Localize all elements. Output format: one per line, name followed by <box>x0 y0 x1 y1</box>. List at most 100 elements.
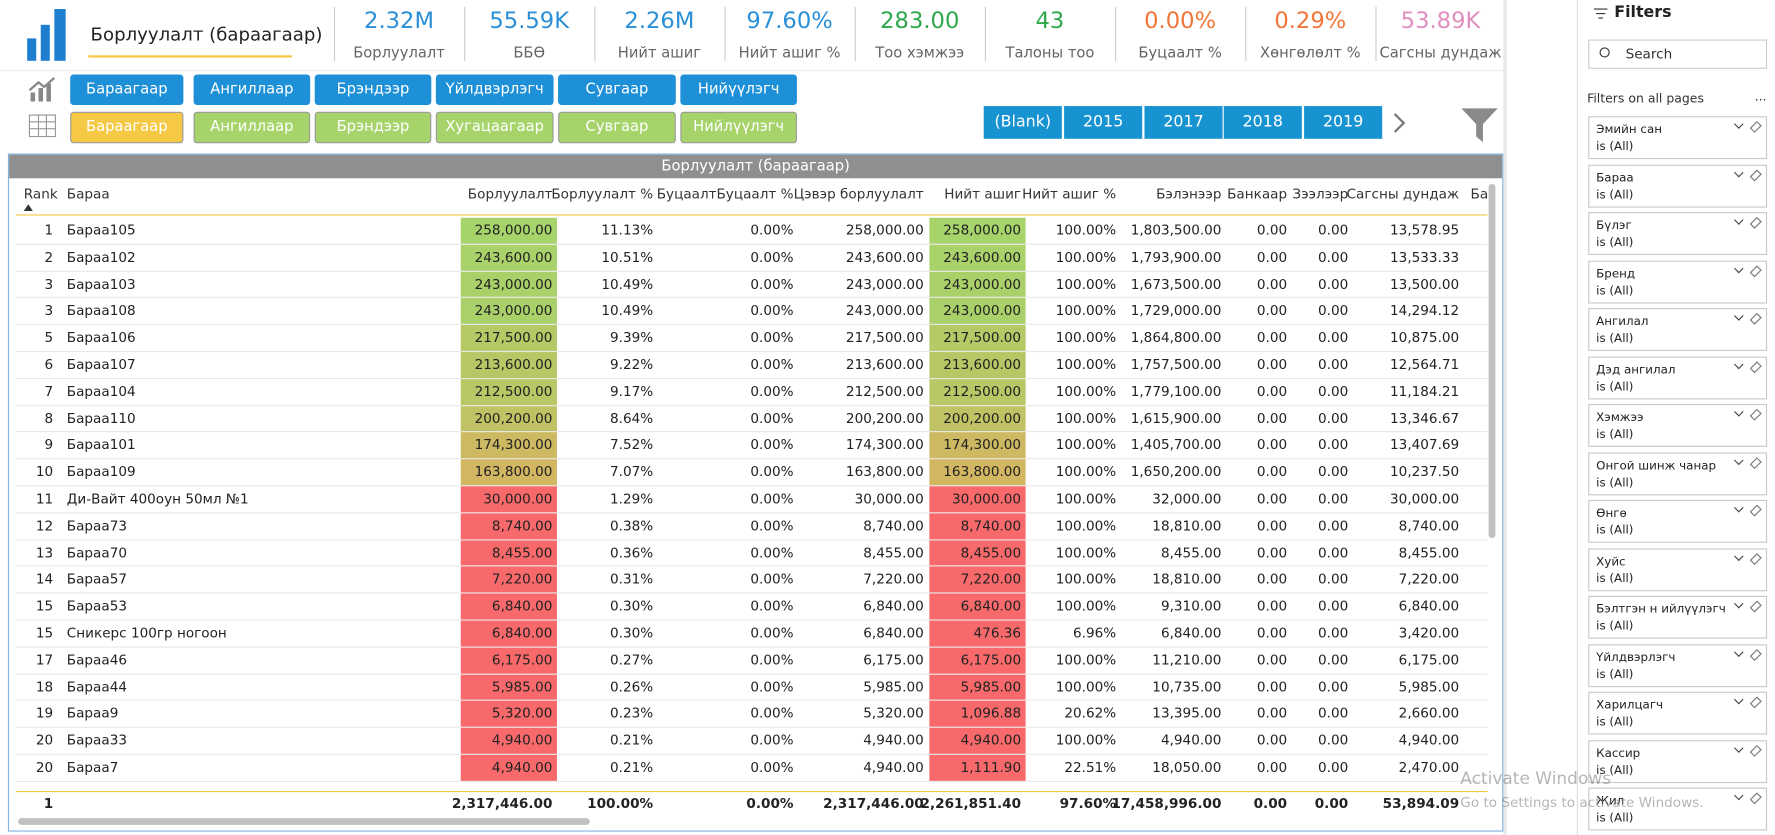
chart-icon[interactable] <box>28 77 57 104</box>
chevron[interactable] <box>1733 119 1744 129</box>
filter-state: is (All) <box>1596 235 1634 250</box>
filter-card[interactable]: Кассир is (All) <box>1588 739 1768 783</box>
v-scrollbar[interactable] <box>1488 183 1496 539</box>
nav-button[interactable]: Үйлдвэрлэгч <box>435 74 554 105</box>
table-cell: 0.21% <box>610 732 654 749</box>
column-header[interactable]: Борлуулалт % <box>551 186 654 202</box>
table-icon[interactable] <box>28 114 57 139</box>
table-cell: 0.00 <box>1317 759 1349 776</box>
cell-highlight <box>929 217 1026 244</box>
nav-button[interactable]: Хугацаагаар <box>435 111 554 144</box>
filter-card[interactable]: Үйлдвэрлэгч is (All) <box>1588 643 1768 687</box>
more-button[interactable]: ... <box>1754 89 1767 104</box>
chevron[interactable] <box>1733 742 1744 753</box>
chevron[interactable] <box>1733 502 1744 513</box>
nav-button[interactable]: Нийүүлэгч <box>680 74 797 105</box>
next-arrow[interactable] <box>1390 111 1408 136</box>
clear-icon[interactable] <box>1749 696 1762 709</box>
chevron[interactable] <box>1733 407 1744 417</box>
clear-icon[interactable] <box>1749 216 1762 229</box>
table-cell: 0.00% <box>750 410 794 427</box>
filter-card[interactable]: Эмийн сан is (All) <box>1588 116 1768 160</box>
kpi-label: Нийт ашиг <box>617 45 702 63</box>
column-header[interactable]: Буцаалт % <box>716 186 794 202</box>
year-button[interactable]: 2015 <box>1064 106 1143 139</box>
filter-icon[interactable] <box>1460 106 1498 144</box>
nav-button[interactable]: Брэндээр <box>314 74 432 105</box>
nav-button[interactable]: Сувгаар <box>558 111 676 144</box>
nav-button[interactable]: Бараагаар <box>70 74 184 105</box>
clear-icon[interactable] <box>1749 168 1762 181</box>
h-scrollbar[interactable] <box>18 818 590 825</box>
nav-button[interactable]: Сувгаар <box>558 74 676 105</box>
clear-icon[interactable] <box>1749 792 1762 805</box>
column-header[interactable]: Цэвэр борлуулалт <box>793 186 924 202</box>
clear-icon[interactable] <box>1749 312 1762 325</box>
filter-card[interactable]: Бараа is (All) <box>1588 164 1768 208</box>
filter-card[interactable]: Бүлэг is (All) <box>1588 212 1768 256</box>
chevron[interactable] <box>1733 455 1744 465</box>
filter-card[interactable]: Бренд is (All) <box>1588 260 1768 303</box>
nav-button[interactable]: Брэндээр <box>314 111 432 144</box>
nav-button[interactable]: Ангиллаар <box>193 111 311 144</box>
kpi-label: Талоны тоо <box>1005 45 1095 63</box>
clear-icon[interactable] <box>1749 744 1762 757</box>
chevron[interactable] <box>1733 646 1744 657</box>
column-header[interactable]: Сагсны дундаж <box>1346 186 1460 202</box>
filter-card[interactable]: Хэмжээ is (All) <box>1588 403 1768 447</box>
filter-card[interactable]: Өнгө is (All) <box>1588 499 1768 543</box>
filter-card[interactable]: Онгой шинж чанар is (All) <box>1588 451 1768 495</box>
row-line <box>15 726 1488 729</box>
clear-icon[interactable] <box>1749 600 1762 613</box>
clear-icon[interactable] <box>1749 360 1762 373</box>
table-cell: Бараа110 <box>66 410 136 427</box>
cell-highlight <box>460 459 557 486</box>
chevron[interactable] <box>1733 790 1744 801</box>
column-header[interactable]: Зээлээр <box>1292 186 1349 202</box>
column-header[interactable]: Буцаалт <box>656 186 717 202</box>
column-header[interactable]: Ба <box>1470 186 1489 202</box>
year-button[interactable]: 2017 <box>1144 106 1223 139</box>
year-button[interactable]: 2019 <box>1304 106 1383 139</box>
column-header[interactable]: Бараа <box>66 186 110 202</box>
column-header[interactable]: Нийт ашиг <box>944 186 1022 202</box>
chevron[interactable] <box>1733 167 1744 177</box>
filter-card[interactable]: Жил is (All) <box>1588 787 1768 831</box>
chevron[interactable] <box>1733 215 1744 225</box>
clear-icon[interactable] <box>1749 264 1762 277</box>
column-header[interactable]: Нийт ашиг % <box>1022 186 1117 202</box>
filter-card[interactable]: Бэлтгэн н ийлүүлэгч is (All) <box>1588 595 1768 639</box>
table-cell: Бараа103 <box>66 275 136 292</box>
table-cell: 30,000.00 <box>1390 490 1460 507</box>
clear-icon[interactable] <box>1749 552 1762 565</box>
column-header[interactable]: Бэлэнээр <box>1156 186 1222 202</box>
chevron[interactable] <box>1733 598 1744 609</box>
column-header[interactable]: Борлуулалт <box>467 186 553 202</box>
chevron[interactable] <box>1733 311 1744 321</box>
nav-button[interactable]: Бараагаар <box>70 111 184 144</box>
chevron[interactable] <box>1733 550 1744 561</box>
nav-button[interactable]: Ангиллаар <box>193 74 311 105</box>
filter-card[interactable]: Ангилал is (All) <box>1588 308 1768 351</box>
clear-icon[interactable] <box>1749 408 1762 421</box>
filter-card[interactable]: Хуйс is (All) <box>1588 547 1768 591</box>
clear-icon[interactable] <box>1749 456 1762 469</box>
row-line <box>15 700 1488 702</box>
table-cell: 8,740.00 <box>960 517 1022 534</box>
row-line <box>15 431 1488 433</box>
chevron[interactable] <box>1733 359 1744 369</box>
clear-icon[interactable] <box>1749 504 1762 517</box>
column-header[interactable]: Банкаар <box>1227 186 1288 202</box>
nav-button[interactable]: Нийлүүлэгч <box>680 111 797 144</box>
filter-card[interactable]: Харилцагч is (All) <box>1588 691 1768 735</box>
year-button[interactable]: 2018 <box>1223 106 1302 139</box>
year-button[interactable]: (Blank) <box>983 106 1062 139</box>
clear-icon[interactable] <box>1749 648 1762 661</box>
column-header[interactable]: Rank <box>23 186 58 202</box>
chevron[interactable] <box>1733 263 1744 273</box>
clear-icon[interactable] <box>1749 120 1762 133</box>
filter-card[interactable]: Дэд ангилал is (All) <box>1588 356 1768 399</box>
search-box[interactable]: Search <box>1588 39 1768 69</box>
table-cell: 8,455.00 <box>491 544 553 561</box>
chevron[interactable] <box>1733 694 1744 705</box>
